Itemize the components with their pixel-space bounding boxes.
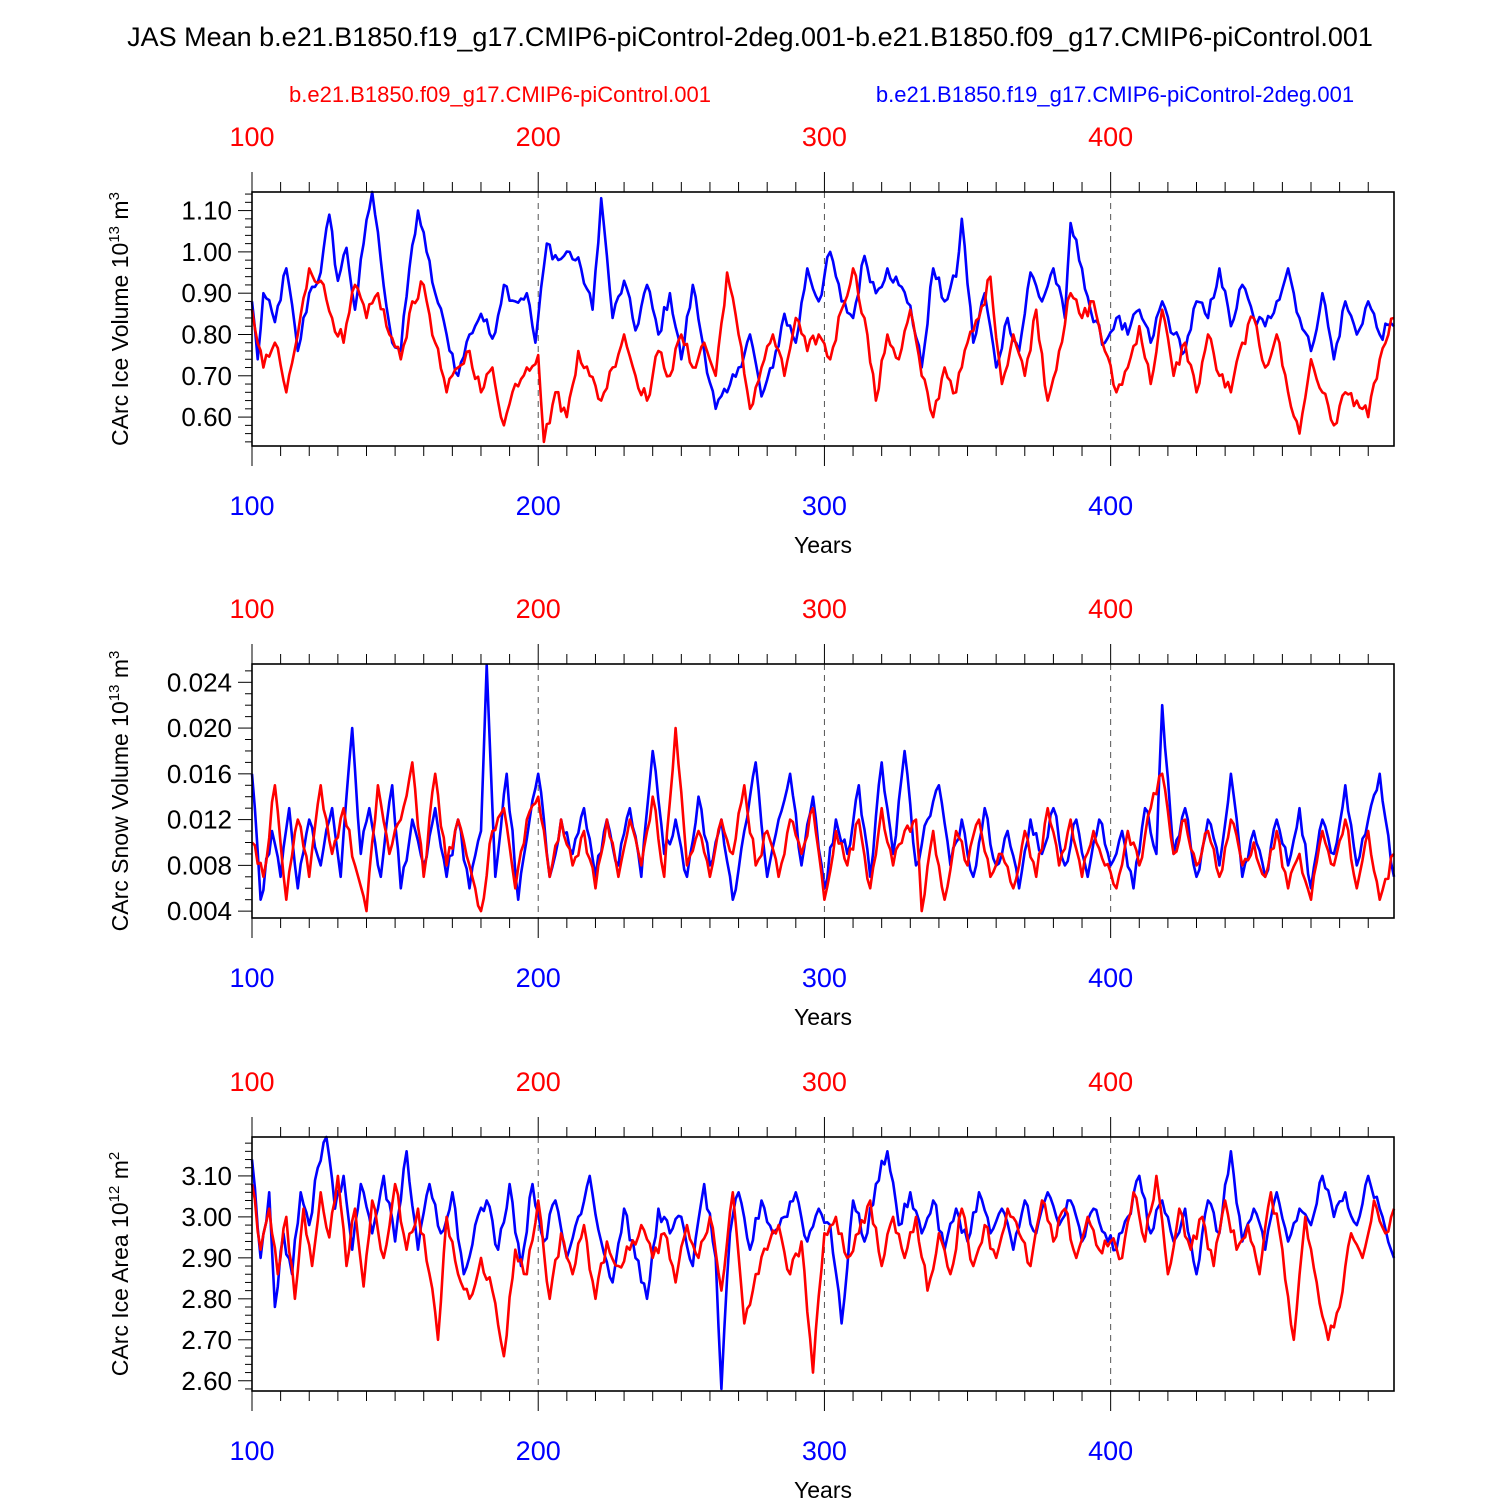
y-tick-label: 0.60 [181, 402, 232, 432]
x-top-tick-label: 400 [1088, 122, 1133, 152]
y-axis-label: CArc Ice Area 1012 m2 [106, 1152, 133, 1376]
y-axis-label: CArc Snow Volume 1013 m3 [106, 651, 133, 932]
panel-2: 0.004 0.008 0.012 0.016 0.020 0.024 100 100 200 2… [106, 594, 1396, 1030]
x-bottom-tick-label: 200 [516, 491, 561, 521]
y-tick-label: 2.90 [181, 1243, 232, 1273]
x-top-tick-label: 200 [516, 122, 561, 152]
y-tick-label: 0.020 [167, 713, 232, 743]
x-bottom-tick-label: 400 [1088, 1436, 1133, 1466]
x-top-tick-label: 200 [516, 1067, 561, 1097]
x-top-tick-label: 100 [229, 594, 274, 624]
x-top-tick-label: 400 [1088, 594, 1133, 624]
x-bottom-tick-label: 300 [802, 963, 847, 993]
x-bottom-tick-label: 300 [802, 1436, 847, 1466]
x-top-tick-label: 300 [802, 122, 847, 152]
series-line-red [250, 267, 1395, 444]
y-tick-label: 0.90 [181, 278, 232, 308]
y-tick-label: 0.024 [167, 667, 232, 697]
y-axis-label: CArc Ice Volume 1013 m3 [106, 192, 133, 446]
y-tick-label: 3.00 [181, 1202, 232, 1232]
x-top-tick-label: 100 [229, 1067, 274, 1097]
y-tick-label: 0.80 [181, 319, 232, 349]
y-tick-label: 0.016 [167, 759, 232, 789]
panels: 0.60 0.70 0.80 0.90 1.00 1.10 100 100 200 200 300 3… [106, 122, 1396, 1500]
x-bottom-tick-label: 400 [1088, 963, 1133, 993]
y-tick-label: 1.10 [181, 196, 232, 226]
y-tick-label: 2.70 [181, 1325, 232, 1355]
series-line-red [250, 1174, 1396, 1374]
x-top-tick-label: 400 [1088, 1067, 1133, 1097]
x-bottom-tick-label: 100 [229, 1436, 274, 1466]
y-tick-label: 0.004 [167, 896, 232, 926]
x-top-tick-label: 300 [802, 594, 847, 624]
y-tick-label: 3.10 [181, 1161, 232, 1191]
y-tick-label: 2.80 [181, 1284, 232, 1314]
x-axis-label: Years [794, 1004, 852, 1030]
series-line-red [251, 726, 1395, 913]
x-bottom-tick-label: 200 [516, 963, 561, 993]
x-top-tick-label: 300 [802, 1067, 847, 1097]
panel-1: 0.60 0.70 0.80 0.90 1.00 1.10 100 100 200 200 300 3… [106, 122, 1395, 558]
x-top-tick-label: 100 [229, 122, 274, 152]
x-bottom-tick-label: 400 [1088, 491, 1133, 521]
x-bottom-tick-label: 300 [802, 491, 847, 521]
x-axis-label: Years [794, 1477, 852, 1500]
x-bottom-tick-label: 200 [516, 1436, 561, 1466]
legend-blue-label: b.e21.B1850.f19_g17.CMIP6-piControl-2deg… [876, 82, 1354, 107]
legend-red-label: b.e21.B1850.f09_g17.CMIP6-piControl.001 [289, 82, 711, 107]
y-tick-label: 0.70 [181, 361, 232, 391]
x-bottom-tick-label: 100 [229, 963, 274, 993]
y-tick-label: 1.00 [181, 237, 232, 267]
panel-3: 2.60 2.70 2.80 2.90 3.00 3.10 100 100 200 200 300 3… [106, 1067, 1396, 1500]
x-axis-label: Years [794, 532, 852, 558]
y-tick-label: 0.012 [167, 805, 232, 835]
figure-title: JAS Mean b.e21.B1850.f19_g17.CMIP6-piCon… [127, 22, 1373, 52]
x-top-tick-label: 200 [516, 594, 561, 624]
x-bottom-tick-label: 100 [229, 491, 274, 521]
y-tick-label: 2.60 [181, 1366, 232, 1396]
y-tick-label: 0.008 [167, 850, 232, 880]
series-line-blue [250, 190, 1395, 411]
